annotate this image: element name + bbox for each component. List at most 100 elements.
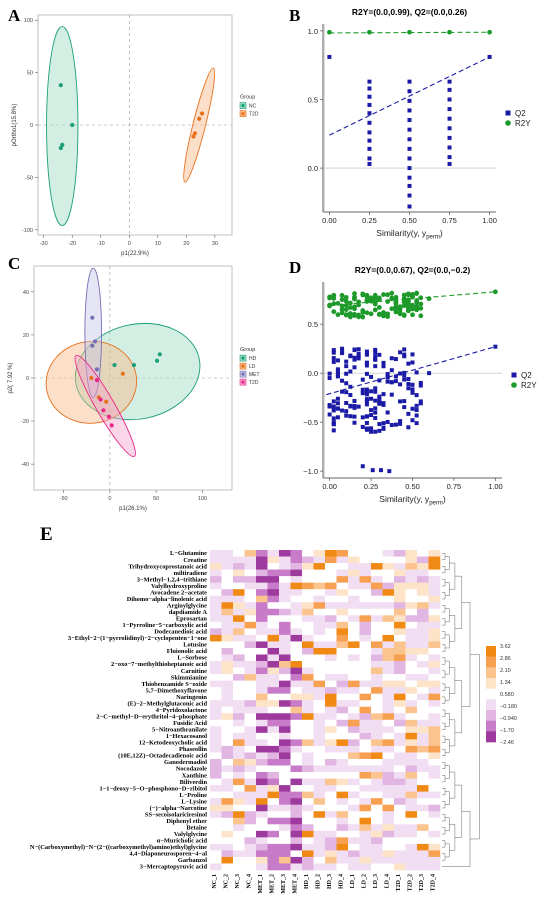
heatmap-cell xyxy=(290,739,303,747)
heatmap-cell xyxy=(244,615,257,623)
heatmap-cell xyxy=(348,628,360,636)
data-point-nc xyxy=(60,142,65,148)
heatmap-cell xyxy=(302,700,314,708)
heatmap-cell xyxy=(244,726,257,734)
heatmap-cell xyxy=(290,713,303,721)
heatmap-cell xyxy=(348,719,360,727)
q2-point xyxy=(348,384,353,389)
data-point-hd xyxy=(154,358,160,363)
heatmap-cell xyxy=(428,641,441,649)
heatmap-cell xyxy=(244,563,257,570)
heatmap-cell xyxy=(256,550,268,557)
heatmap-cell xyxy=(382,706,395,714)
heatmap-cell xyxy=(210,824,222,832)
heatmap-cell xyxy=(256,576,268,583)
heatmap-cell xyxy=(382,563,395,570)
heatmap-cell xyxy=(348,824,360,832)
heatmap-cell xyxy=(233,628,245,636)
row-label: Trihydroxycoprostanoic acid xyxy=(128,563,207,570)
x-tick-label: 50 xyxy=(153,496,159,502)
column-label: LD_4 xyxy=(384,874,390,888)
q2-point xyxy=(364,363,369,368)
heatmap-cell xyxy=(279,811,291,819)
heatmap-cell xyxy=(290,726,303,734)
dendrogram-branch xyxy=(461,601,471,707)
r2y-point xyxy=(364,299,370,304)
heatmap-cell xyxy=(267,732,280,740)
heatmap-cell xyxy=(394,843,406,851)
heatmap-cell xyxy=(313,811,326,819)
heatmap-cell xyxy=(244,863,257,871)
r2y-point xyxy=(405,298,411,304)
dendrogram-branch xyxy=(442,761,446,770)
column-label: LD_1 xyxy=(350,874,356,888)
y-tick-label: 100 xyxy=(24,18,33,24)
column-label: HD_1 xyxy=(304,874,310,889)
heatmap-cell xyxy=(428,647,441,655)
dendrogram-branch xyxy=(445,713,450,727)
x-axis-label: p1(26.1%) xyxy=(119,506,147,512)
heatmap-cell xyxy=(233,778,245,786)
q2-point xyxy=(407,108,412,113)
heatmap-cell xyxy=(405,615,418,623)
heatmap-cell xyxy=(325,778,337,786)
heatmap-cell xyxy=(405,569,418,577)
q2-point xyxy=(447,79,452,84)
heatmap-cell xyxy=(233,739,245,747)
heatmap-cell xyxy=(428,706,441,714)
heatmap-cell xyxy=(267,693,280,701)
row-label: α−Muricholic acid xyxy=(157,838,208,845)
heatmap-cell xyxy=(244,621,257,629)
heatmap-cell xyxy=(267,804,280,812)
heatmap-cell xyxy=(233,602,245,610)
heatmap-cell xyxy=(290,732,303,740)
heatmap-cell xyxy=(210,654,222,662)
q2-point xyxy=(373,347,378,352)
heatmap-cell xyxy=(348,589,360,597)
dendrogram-branch xyxy=(445,843,450,858)
heatmap-cell xyxy=(371,863,383,871)
q2-point xyxy=(493,344,498,349)
heatmap-cell xyxy=(302,563,314,570)
heatmap-cell xyxy=(336,641,349,649)
heatmap-cell xyxy=(428,837,441,845)
heatmap-cell xyxy=(359,661,372,668)
legend-marker xyxy=(511,372,517,378)
q2-point xyxy=(414,393,419,398)
heatmap-cell xyxy=(279,628,291,636)
heatmap-cell xyxy=(428,772,441,779)
heatmap-cell xyxy=(244,693,257,701)
heatmap-cell xyxy=(394,752,406,760)
heatmap-cell xyxy=(279,752,291,760)
q2-point xyxy=(414,403,419,408)
legend-marker xyxy=(241,104,245,108)
heatmap-cell xyxy=(359,674,372,681)
heatmap-cell xyxy=(325,817,337,825)
heatmap-cell xyxy=(428,791,441,799)
r2y-point xyxy=(352,294,357,300)
r2y-point xyxy=(327,303,333,309)
heatmap-cell xyxy=(267,765,280,773)
heatmap-cell xyxy=(244,843,257,851)
heatmap-cell xyxy=(221,811,234,819)
heatmap-cell xyxy=(371,550,383,557)
heatmap-cell xyxy=(417,556,429,564)
row-label: Nocodazole xyxy=(176,766,207,773)
r2y-point xyxy=(410,312,415,318)
q2-point xyxy=(402,354,407,359)
heatmap-cell xyxy=(221,674,234,681)
heatmap-cell xyxy=(279,791,291,799)
heatmap-cell xyxy=(336,569,349,577)
heatmap-cell xyxy=(210,856,222,864)
y-tick-label: 0.5 xyxy=(308,95,318,104)
heatmap-cell xyxy=(371,634,383,642)
heatmap-cell xyxy=(210,719,222,727)
heatmap-cell xyxy=(244,713,257,721)
heatmap-cell xyxy=(417,576,429,583)
heatmap-cell xyxy=(210,569,222,577)
data-point-ld xyxy=(120,371,125,376)
heatmap-cell xyxy=(359,647,372,655)
y-tick-label: 20 xyxy=(23,333,29,339)
dendrogram-branch xyxy=(442,631,446,639)
heatmap-cell xyxy=(428,693,441,701)
